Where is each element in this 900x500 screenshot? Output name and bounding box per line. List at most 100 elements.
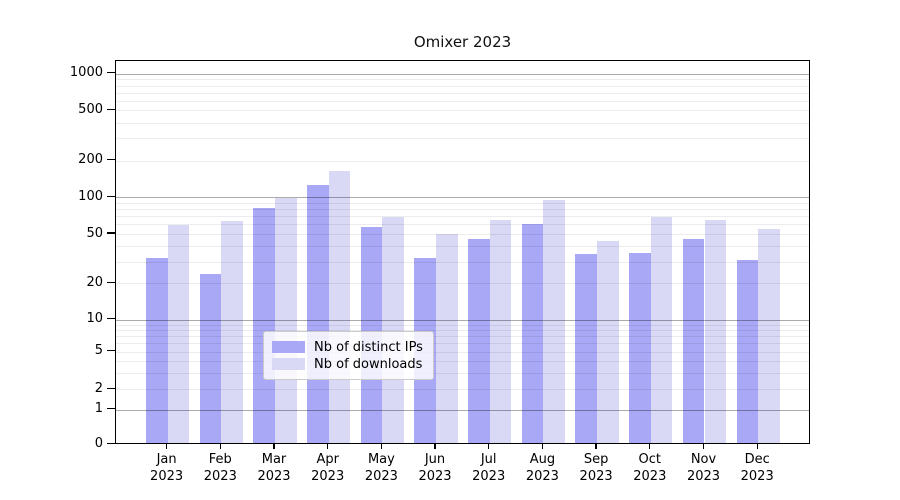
minor-gridline xyxy=(116,122,809,124)
x-tick-mark xyxy=(595,444,597,449)
minor-gridline xyxy=(116,234,809,235)
minor-gridline xyxy=(116,100,809,102)
gridlines-layer xyxy=(116,61,809,443)
x-tick-label: Oct 2023 xyxy=(633,452,667,484)
legend-swatch-downloads xyxy=(272,358,305,370)
y-tick-label: 20 xyxy=(86,274,103,290)
minor-gridline xyxy=(116,329,809,331)
y-tick-label: 100 xyxy=(78,188,103,204)
bar-downloads xyxy=(489,219,512,443)
chart-title: Omixer 2023 xyxy=(413,33,512,51)
bar-downloads xyxy=(221,220,243,443)
y-tick-label: 5 xyxy=(94,343,103,358)
y-tick-label: 1 xyxy=(94,401,103,416)
x-tick-mark xyxy=(756,444,758,449)
y-tick-label: 500 xyxy=(78,101,103,117)
minor-gridline xyxy=(116,110,809,112)
major-gridline xyxy=(116,197,809,199)
x-tick-mark xyxy=(165,444,168,449)
major-gridline xyxy=(116,409,809,411)
minor-gridline xyxy=(116,224,809,226)
minor-gridline xyxy=(116,85,809,87)
y-tick-mark xyxy=(107,195,115,197)
bar-distinct-ips xyxy=(521,224,544,443)
y-tick-mark xyxy=(107,318,115,320)
x-tick-label: Aug 2023 xyxy=(525,452,559,484)
y-tick-label: 10 xyxy=(86,311,103,327)
legend: Nb of distinct IPs Nb of downloads xyxy=(263,331,434,380)
x-tick-label: Feb 2023 xyxy=(203,452,237,484)
minor-gridline xyxy=(116,209,809,210)
x-tick-mark xyxy=(434,444,436,449)
x-tick-label: Dec 2023 xyxy=(740,452,774,484)
bar-distinct-ips xyxy=(145,257,168,443)
minor-gridline xyxy=(116,160,809,162)
legend-label: Nb of distinct IPs xyxy=(314,339,423,355)
minor-gridline xyxy=(116,343,809,345)
minor-gridline xyxy=(116,372,809,374)
y-tick-mark xyxy=(107,407,115,410)
x-tick-mark xyxy=(488,444,490,449)
minor-gridline xyxy=(116,79,809,81)
bar-distinct-ips xyxy=(253,207,275,443)
legend-item-downloads: Nb of downloads xyxy=(272,356,423,372)
minor-gridline xyxy=(116,389,809,391)
bar-distinct-ips xyxy=(736,259,759,443)
bars-layer xyxy=(116,61,809,443)
minor-gridline xyxy=(116,92,809,94)
y-tick-label: 1000 xyxy=(69,65,103,81)
bar-downloads xyxy=(543,199,566,443)
x-tick-label: Apr 2023 xyxy=(311,452,345,484)
minor-gridline xyxy=(116,336,809,338)
y-tick-mark xyxy=(107,281,115,283)
major-gridline xyxy=(116,73,809,75)
x-tick-mark xyxy=(541,444,544,449)
bar-downloads xyxy=(758,228,780,443)
bar-downloads xyxy=(704,219,727,443)
y-tick-label: 200 xyxy=(78,152,103,168)
bar-distinct-ips xyxy=(629,252,651,443)
x-tick-mark xyxy=(380,444,383,449)
bar-downloads xyxy=(597,241,619,443)
bar-distinct-ips xyxy=(682,238,705,443)
minor-gridline xyxy=(116,283,809,285)
legend-item-distinct-ips: Nb of distinct IPs xyxy=(272,339,423,355)
y-tick-label: 0 xyxy=(94,436,103,452)
minor-gridline xyxy=(116,360,809,362)
plot-area xyxy=(115,60,810,444)
y-tick-mark xyxy=(107,443,115,445)
y-tick-mark xyxy=(107,72,115,74)
x-tick-mark xyxy=(702,444,705,449)
x-tick-mark xyxy=(649,444,651,449)
x-tick-label: Jul 2023 xyxy=(472,452,506,484)
x-tick-mark xyxy=(219,444,221,449)
minor-gridline xyxy=(116,324,809,326)
minor-gridline xyxy=(116,202,809,204)
y-tick-mark xyxy=(107,159,115,161)
x-tick-label: May 2023 xyxy=(364,452,398,484)
legend-swatch-distinct-ips xyxy=(272,341,305,353)
y-tick-mark xyxy=(107,108,115,110)
minor-gridline xyxy=(116,351,809,353)
bar-distinct-ips xyxy=(199,273,222,443)
bar-downloads xyxy=(436,234,458,443)
legend-label: Nb of downloads xyxy=(314,356,423,372)
y-tick-mark xyxy=(107,387,115,389)
y-tick-mark xyxy=(107,349,115,352)
x-tick-mark xyxy=(273,444,275,449)
minor-gridline xyxy=(116,216,809,218)
bar-downloads xyxy=(382,216,405,443)
x-tick-label: Nov 2023 xyxy=(686,452,721,484)
bar-distinct-ips xyxy=(468,238,490,443)
minor-gridline xyxy=(116,261,809,263)
x-tick-label: Jun 2023 xyxy=(418,452,452,484)
major-gridline xyxy=(116,319,809,321)
minor-gridline xyxy=(116,246,809,247)
y-tick-mark xyxy=(107,232,115,234)
bar-downloads xyxy=(650,216,673,443)
minor-gridline xyxy=(116,138,809,140)
x-tick-label: Mar 2023 xyxy=(257,452,291,484)
bar-distinct-ips xyxy=(575,254,598,443)
bar-downloads xyxy=(167,225,190,443)
